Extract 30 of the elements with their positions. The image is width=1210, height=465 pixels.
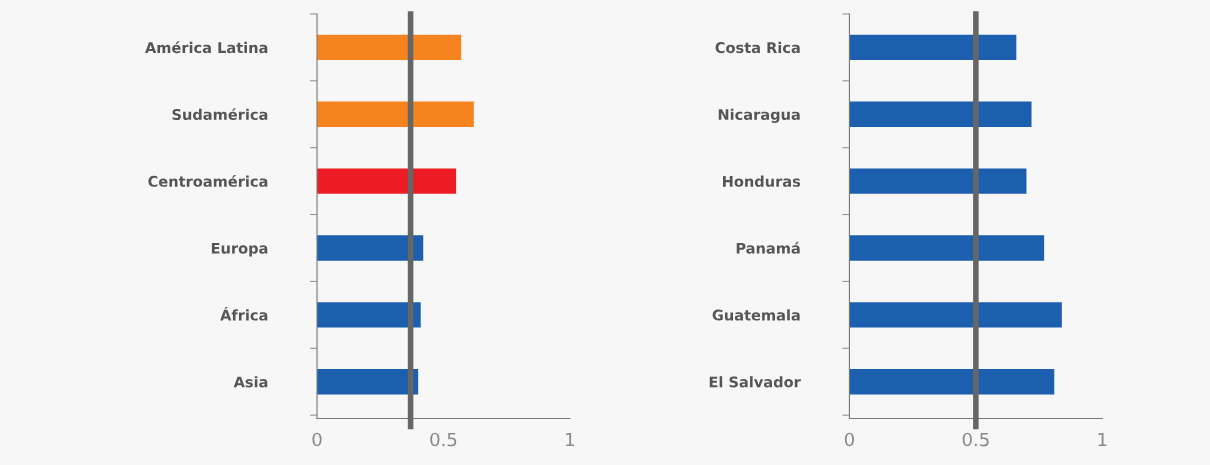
bar: [849, 302, 1062, 328]
bar: [317, 302, 421, 328]
y-tick-label: Costa Rica: [715, 41, 800, 54]
bar: [849, 369, 1055, 395]
bar: [849, 235, 1045, 261]
bar: [317, 101, 474, 127]
y-tick-label: Sudamérica: [172, 108, 268, 120]
y-tick-label: Asia: [233, 376, 268, 388]
bar: [317, 369, 419, 395]
bar: [317, 235, 424, 261]
y-tick-label: Honduras: [723, 175, 801, 187]
y-tick-label: América Latina: [145, 41, 268, 54]
bar: [317, 168, 457, 194]
y-tick-label: Guatemala: [712, 309, 800, 321]
y-tick-label: Panamá: [736, 241, 800, 254]
y-tick-label: El Salvador: [709, 376, 801, 388]
x-tick-label: 0: [844, 432, 854, 447]
bar: [849, 168, 1027, 194]
bar: [317, 34, 462, 61]
x-tick-label: 0.5: [430, 432, 457, 447]
y-tick-label: África: [220, 306, 268, 321]
bar: [849, 101, 1032, 127]
y-tick-label: Centroamérica: [148, 175, 268, 187]
x-tick-label: 1: [566, 432, 574, 447]
y-tick-label: Europa: [211, 242, 268, 257]
x-tick-label: 1: [1098, 432, 1107, 447]
x-tick-label: 0.5: [962, 432, 989, 447]
bar: [849, 34, 1017, 61]
y-tick-label: Nicaragua: [718, 108, 800, 123]
x-tick-label: 0: [312, 432, 322, 447]
